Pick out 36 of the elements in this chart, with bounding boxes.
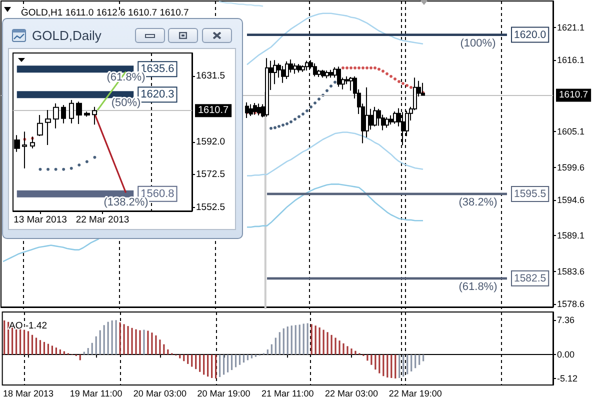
x-tick-label: 22 Mar 19:00 <box>388 388 442 398</box>
annotation: (61.8%) <box>458 280 498 293</box>
x-tick-label: 22 Mar 03:00 <box>324 388 378 398</box>
y-tick-label: 1594.6 <box>557 194 585 205</box>
annotation: (50%) <box>111 97 141 110</box>
data-label: 1620.0 <box>514 28 546 41</box>
y-tick-label: 1589.1 <box>557 230 585 241</box>
data-label: 1595.5 <box>514 188 546 200</box>
ref-line-label: 1610.7 <box>559 90 588 101</box>
chart-title: GOLD,Daily <box>32 28 102 44</box>
data-label: 1582.5 <box>514 272 546 284</box>
y-tick-label: 1599.6 <box>557 162 585 172</box>
text: GOLD,H1 1611.0 1612.6 1610.7 1610.7 <box>21 8 189 18</box>
y-tick-label: 1592.0 <box>196 136 226 148</box>
x-tick-label: 13 Mar 2013 <box>14 214 67 226</box>
y-tick-label: 1572.5 <box>196 168 226 180</box>
y-tick-label: -5.12 <box>557 374 578 384</box>
y-tick-label: 7.36 <box>557 315 575 326</box>
y-tick-label: 1631.5 <box>196 70 226 82</box>
x-tick-label: 22 Mar 2013 <box>76 214 130 226</box>
annotation: (100%) <box>460 37 496 50</box>
y-tick-label: 1616.1 <box>557 55 585 66</box>
x-tick-label: 20 Mar 19:00 <box>197 388 250 398</box>
y-tick-label: 1578.6 <box>557 298 585 309</box>
y-tick-label: 1583.6 <box>557 266 585 276</box>
y-tick-label: 0.00 <box>557 350 575 360</box>
ref-line-label: 1610.7 <box>198 105 230 116</box>
y-tick-label: 1621.1 <box>557 22 585 33</box>
x-tick-label: 20 Mar 03:00 <box>133 388 186 398</box>
y-tick-label: 1605.1 <box>557 126 585 137</box>
x-tick-label: 18 Mar 2013 <box>2 388 54 398</box>
annotation: (38.2%) <box>458 196 498 208</box>
data-label: 1620.3 <box>140 88 174 101</box>
y-tick-label: 1552.5 <box>196 202 226 214</box>
x-tick-label: 19 Mar 11:00 <box>70 388 122 398</box>
x-tick-label: 21 Mar 11:00 <box>261 388 314 398</box>
